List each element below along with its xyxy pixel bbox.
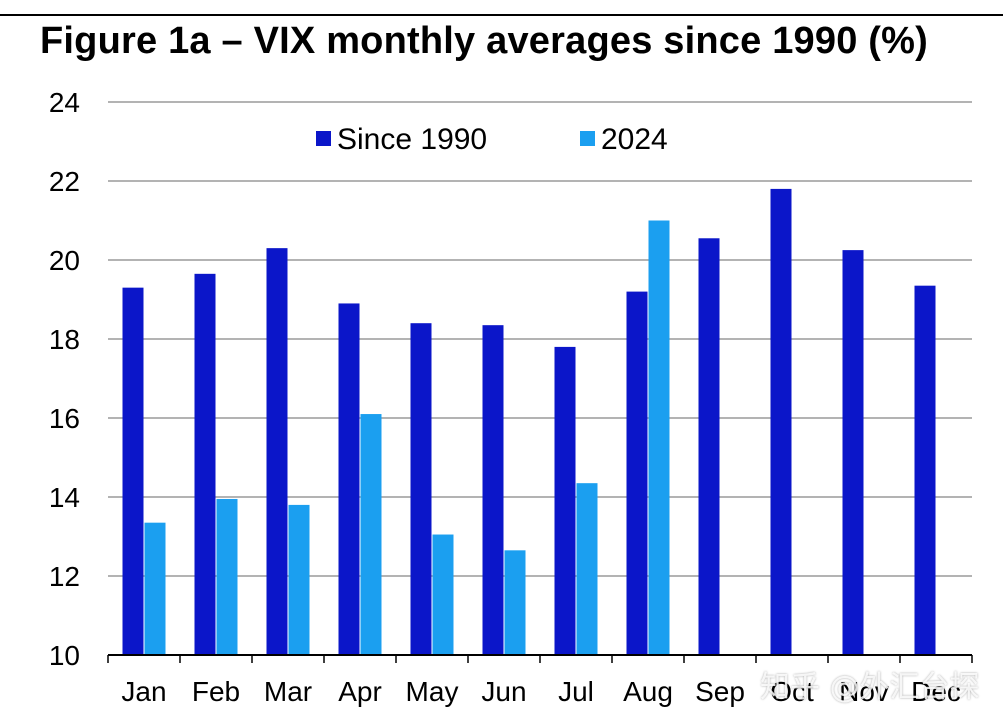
x-tick-label: Jan: [121, 676, 166, 707]
legend-label: 2024: [601, 123, 668, 156]
x-tick-label: Nov: [839, 676, 889, 707]
top-rule: [0, 14, 1003, 16]
x-tick-label: Feb: [192, 676, 240, 707]
x-tick-label: Sep: [695, 676, 745, 707]
y-tick-label: 22: [49, 166, 80, 197]
page-title: Figure 1a – VIX monthly averages since 1…: [40, 20, 929, 62]
x-tick-label: Jul: [558, 676, 594, 707]
legend-label: Since 1990: [337, 123, 487, 156]
bar-2024: [144, 522, 166, 655]
bar-2024: [648, 220, 670, 655]
y-tick-label: 20: [49, 245, 80, 276]
bar-2024: [432, 534, 454, 655]
bar-since-1990: [914, 285, 936, 655]
bar-since-1990: [410, 323, 432, 655]
watermark: 知乎 @外汇台探: [760, 670, 980, 705]
bar-since-1990: [338, 303, 360, 655]
legend-swatch: [316, 131, 331, 146]
x-tick-label: Oct: [770, 676, 814, 707]
bar-since-1990: [626, 291, 648, 655]
y-tick-label: 16: [49, 403, 80, 434]
bar-since-1990: [482, 325, 504, 655]
bar-since-1990: [698, 238, 720, 655]
bar-2024: [216, 498, 238, 655]
bar-since-1990: [842, 250, 864, 655]
y-tick-label: 24: [49, 87, 80, 118]
bar-2024: [504, 550, 526, 655]
x-tick-label: Apr: [338, 676, 382, 707]
x-tick-label: Mar: [264, 676, 312, 707]
x-tick-label: Jun: [481, 676, 526, 707]
bar-since-1990: [122, 287, 144, 655]
x-tick-label: May: [406, 676, 459, 707]
legend-swatch: [580, 131, 595, 146]
bar-2024: [576, 483, 598, 655]
bar-since-1990: [266, 248, 288, 655]
y-tick-label: 12: [49, 561, 80, 592]
bar-since-1990: [194, 273, 216, 655]
bar-2024: [288, 504, 310, 655]
x-tick-label: Aug: [623, 676, 673, 707]
y-tick-label: 10: [49, 640, 80, 671]
y-tick-label: 14: [49, 482, 80, 513]
bar-2024: [360, 414, 382, 655]
x-tick-label: Dec: [911, 676, 961, 707]
y-tick-label: 18: [49, 324, 80, 355]
bar-since-1990: [554, 346, 576, 655]
bar-since-1990: [770, 188, 792, 655]
